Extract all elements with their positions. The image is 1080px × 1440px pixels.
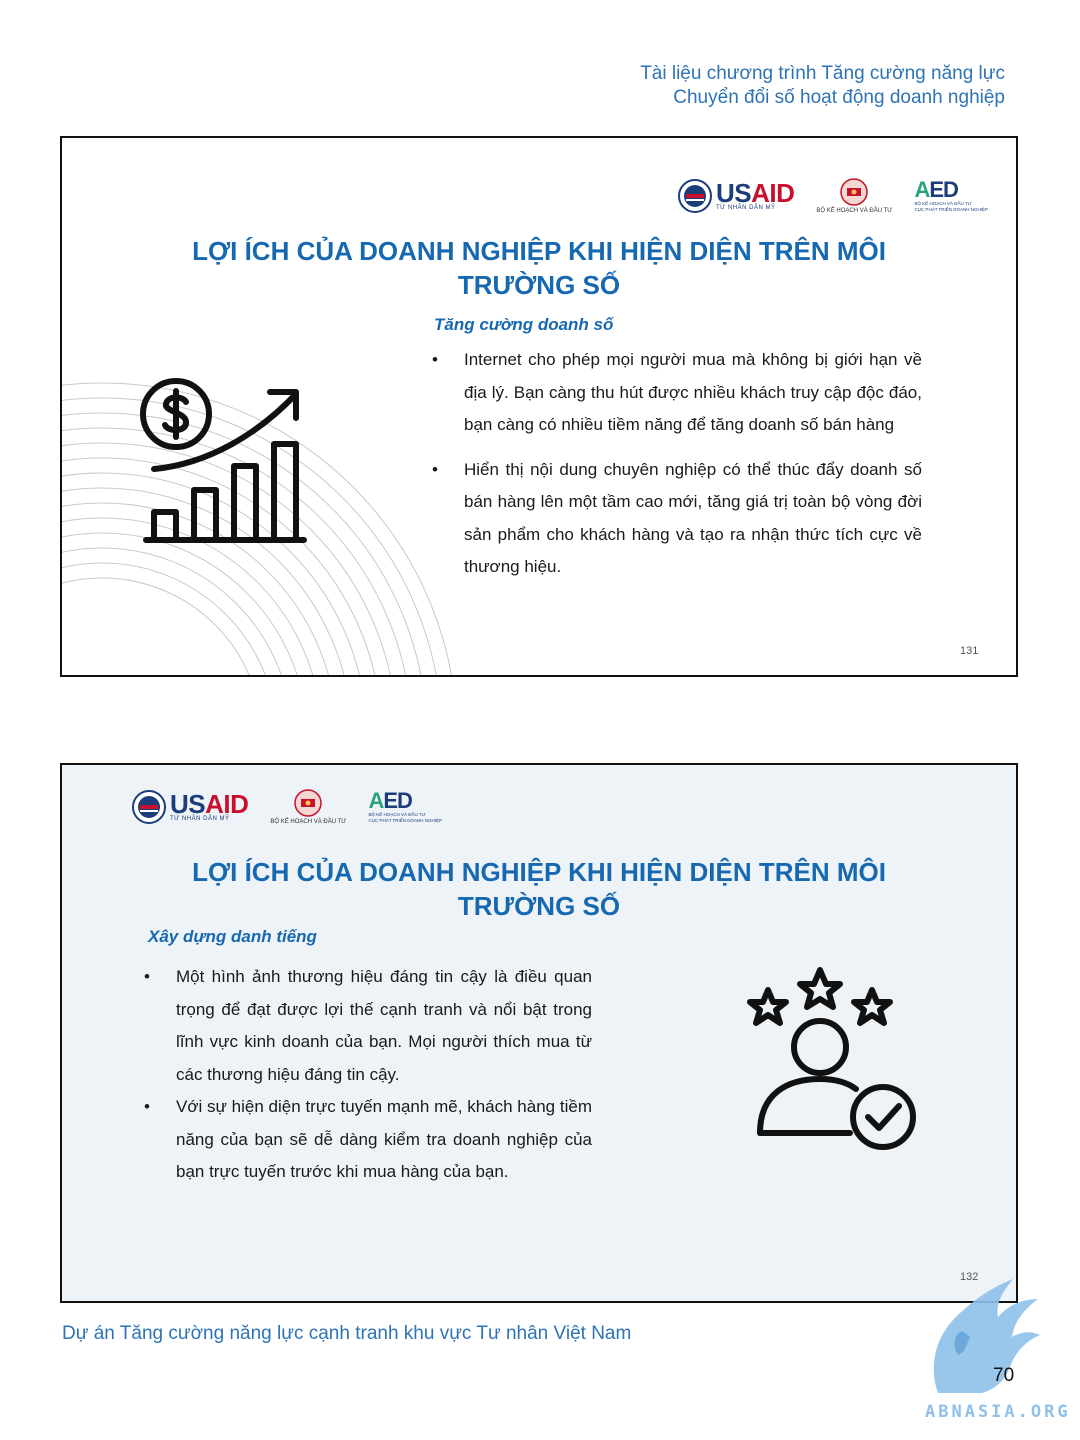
slide-subtitle: Xây dựng danh tiếng <box>148 927 317 946</box>
bullet-item: • Một hình ảnh thương hiệu đáng tin cậy … <box>144 967 592 1084</box>
mpi-emblem-icon <box>294 789 323 817</box>
mpi-logo: BỘ KẾ HOẠCH VÀ ĐẦU TƯ <box>816 178 892 214</box>
mpi-logo: BỘ KẾ HOẠCH VÀ ĐẦU TƯ <box>270 789 346 825</box>
griffin-watermark-icon <box>933 1279 1040 1393</box>
slide-title: LỢI ÍCH CỦA DOANH NGHIỆP KHI HIỆN DIỆN T… <box>192 236 886 300</box>
slide-page-number: 132 <box>960 1271 979 1283</box>
usaid-seal-icon <box>132 790 166 824</box>
document-footer: Dự án Tăng cường năng lực cạnh tranh khu… <box>62 1323 632 1344</box>
slide-page-number: 131 <box>960 645 979 657</box>
decorative-arcs <box>62 382 452 675</box>
mpi-emblem-icon <box>840 178 869 206</box>
dollar-growth-chart-icon <box>140 378 307 543</box>
slide-subtitle: Tăng cường doanh số <box>434 315 614 334</box>
slide-132: USAID TỪ NHÂN DÂN MỸ BỘ KẾ HOẠCH VÀ ĐẦU … <box>60 763 1018 1303</box>
watermark-text: ABNASIA.ORG <box>925 1402 1071 1422</box>
page-number: 70 <box>993 1365 1015 1386</box>
user-stars-check-icon <box>747 967 916 1150</box>
bullet-item: • Hiển thị nội dung chuyên nghiệp có thể… <box>432 459 922 577</box>
bullet-list: • Internet cho phép mọi người mua mà khô… <box>432 344 922 584</box>
slide-131: USAID TỪ NHÂN DÂN MỸ BỘ KẾ HOẠCH VÀ ĐẦU … <box>60 136 1018 677</box>
slide-title: LỢI ÍCH CỦA DOANH NGHIỆP KHI HIỆN DIỆN T… <box>192 857 886 921</box>
bullet-list: • Một hình ảnh thương hiệu đáng tin cậy … <box>144 961 592 1189</box>
header-line-1: Tài liệu chương trình Tăng cường năng lự… <box>640 63 1005 84</box>
document-header: Tài liệu chương trình Tăng cường năng lự… <box>640 62 1005 110</box>
usaid-seal-icon <box>678 179 712 213</box>
header-line-2: Chuyển đổi số hoạt động doanh nghiệp <box>673 87 1005 108</box>
bullet-item: • Với sự hiện diện trực tuyến mạnh mẽ, k… <box>144 1097 592 1181</box>
aed-logo: AED BỘ KẾ HOẠCH VÀ ĐẦU TƯ CỤC PHÁT TRIỂN… <box>914 177 989 213</box>
bullet-item: • Internet cho phép mọi người mua mà khô… <box>432 350 922 434</box>
partner-logos: USAID TỪ NHÂN DÂN MỸ BỘ KẾ HOẠCH VÀ ĐẦU … <box>678 178 988 214</box>
usaid-logo: USAID TỪ NHÂN DÂN MỸ <box>132 790 249 824</box>
partner-logos: USAID TỪ NHÂN DÂN MỸ BỘ KẾ HOẠCH VÀ ĐẦU … <box>132 789 442 825</box>
usaid-logo: USAID TỪ NHÂN DÂN MỸ <box>678 179 795 213</box>
aed-logo: AED BỘ KẾ HOẠCH VÀ ĐẦU TƯ CỤC PHÁT TRIỂN… <box>368 788 443 824</box>
